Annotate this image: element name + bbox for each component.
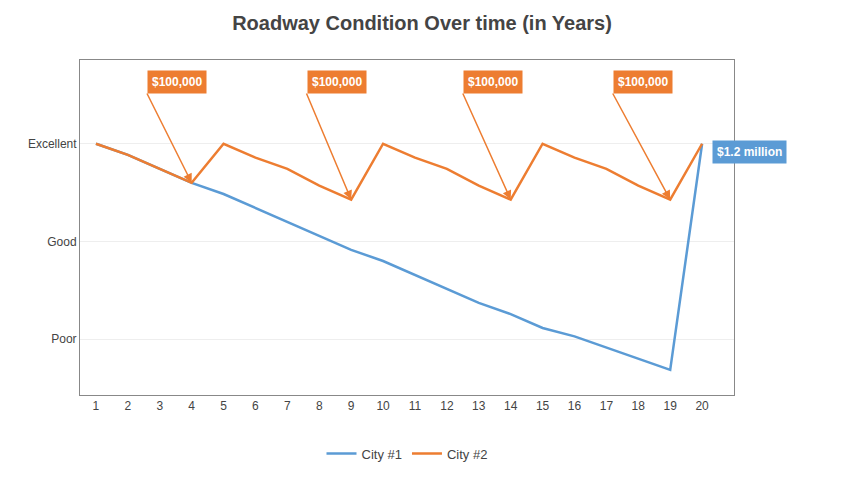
svg-text:19: 19 [664,399,678,413]
svg-text:Poor: Poor [51,332,76,346]
svg-text:Roadway Condition Over time (i: Roadway Condition Over time (in Years) [232,12,612,34]
svg-text:Good: Good [47,235,76,249]
svg-text:5: 5 [220,399,227,413]
svg-text:15: 15 [536,399,550,413]
svg-text:13: 13 [472,399,486,413]
svg-text:7: 7 [284,399,291,413]
svg-text:14: 14 [504,399,518,413]
svg-text:8: 8 [316,399,323,413]
svg-text:11: 11 [409,399,422,413]
svg-text:$100,000: $100,000 [618,75,668,89]
svg-text:$100,000: $100,000 [312,75,362,89]
svg-text:6: 6 [252,399,259,413]
svg-text:16: 16 [568,399,582,413]
svg-text:3: 3 [156,399,163,413]
svg-text:City #2: City #2 [447,447,487,462]
svg-text:4: 4 [188,399,195,413]
svg-text:City #1: City #1 [362,447,402,462]
svg-text:18: 18 [632,399,646,413]
svg-text:12: 12 [440,399,454,413]
svg-text:$1.2 million: $1.2 million [717,145,782,159]
svg-text:$100,000: $100,000 [468,75,518,89]
svg-text:20: 20 [695,399,709,413]
svg-text:10: 10 [376,399,390,413]
svg-text:Excellent: Excellent [28,137,77,151]
svg-text:2: 2 [125,399,132,413]
svg-text:1: 1 [93,399,100,413]
svg-text:17: 17 [600,399,614,413]
svg-text:$100,000: $100,000 [152,75,202,89]
svg-text:9: 9 [348,399,355,413]
